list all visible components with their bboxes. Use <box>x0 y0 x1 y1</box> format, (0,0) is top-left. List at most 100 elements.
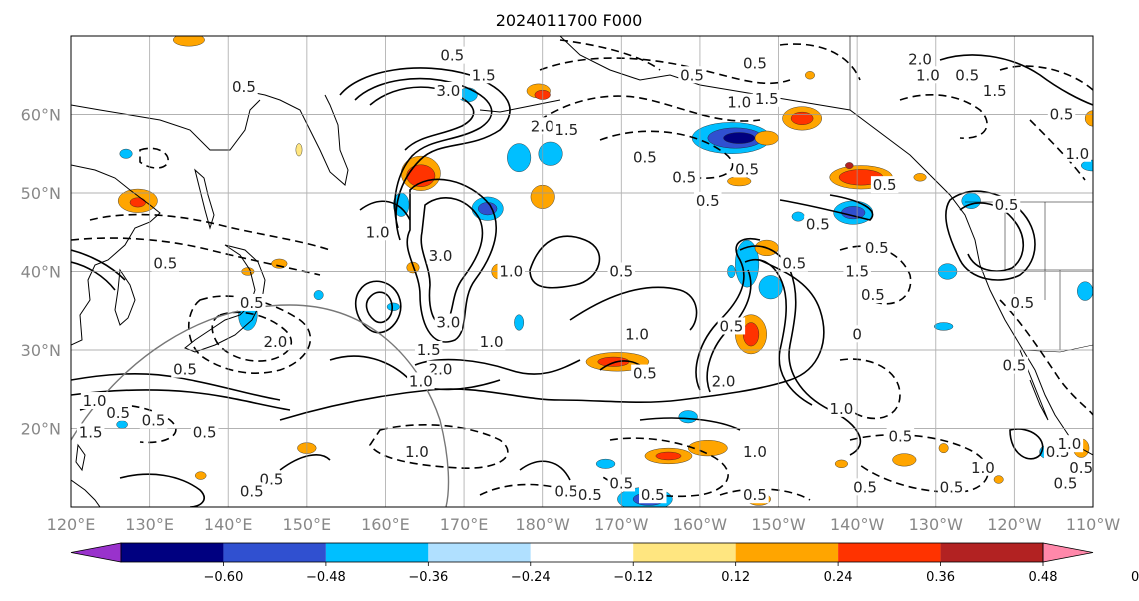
contour-label: 1.0 <box>1065 145 1089 163</box>
contour-solid <box>354 77 493 229</box>
contour-solid <box>779 194 874 221</box>
contour-dashed <box>599 130 734 179</box>
contour-label: 0.5 <box>153 255 177 273</box>
contour-label-bg <box>497 262 525 280</box>
contour-label: 1.5 <box>554 121 578 139</box>
contour-label: 0.5 <box>554 482 578 500</box>
shaded-patch <box>1077 281 1093 301</box>
contour-solid <box>71 373 281 401</box>
shaded-patch <box>313 290 324 300</box>
coastline-korea <box>114 268 136 326</box>
contour-label-bg <box>937 478 966 496</box>
shaded-patch <box>938 443 949 454</box>
contour-label: 1.0 <box>830 400 854 418</box>
contour-label-bg <box>741 54 769 72</box>
contour-label-bg <box>230 78 258 96</box>
contour-label: 0.5 <box>696 192 720 210</box>
contour-label-bg <box>678 66 706 84</box>
contour-label-bg <box>238 293 266 311</box>
contour-label-bg <box>469 66 498 84</box>
colorbar-extend-low <box>70 542 122 563</box>
contour-label: 0.5 <box>633 149 657 167</box>
colorbar-frame <box>120 542 1044 563</box>
shaded-patch <box>386 302 400 311</box>
contour-label: 0.5 <box>865 239 889 257</box>
contour-label-bg <box>851 325 863 343</box>
map-panel: 0.51.53.00.50.52.0 1.51.0 1.50.50.5 0.50.51… <box>70 35 1094 508</box>
contour-dashed <box>89 213 331 251</box>
longitude-tick-label: 180°W <box>516 515 571 534</box>
contour-label: 0.5 <box>782 255 806 273</box>
contour-dashed <box>539 57 791 85</box>
longitude-tick-label: 150°W <box>751 515 806 534</box>
colorbar-tick-label: 0.12 <box>721 570 750 585</box>
contour-label: 0.5 <box>142 412 166 430</box>
coastline-siberia <box>71 99 261 151</box>
shaded-patch <box>735 239 760 288</box>
shaded-patch <box>173 36 205 47</box>
longitude-tick-label: 170°W <box>594 515 649 534</box>
shaded-patch <box>687 440 728 457</box>
contour-solid <box>369 86 475 151</box>
contour-label: 1.5 <box>845 263 869 281</box>
contour-label-bg <box>1000 356 1029 374</box>
contour-dashed <box>211 311 293 362</box>
contour-label-bg <box>403 443 431 461</box>
contour-solid <box>354 280 402 334</box>
coastline-asia <box>71 164 161 346</box>
contour-label: 0.5 <box>1050 106 1074 124</box>
latitude-tick-label: 20°N <box>21 420 61 439</box>
contour-label: 0.5 <box>240 294 264 312</box>
shaded-patch <box>933 322 954 331</box>
contour-label: 0.5 <box>719 317 743 335</box>
contour-label-bg <box>639 486 667 504</box>
figure-title: 2024011700 F000 <box>496 11 643 30</box>
contour-label-bg <box>190 423 219 441</box>
contour-label: 3.0 <box>436 82 460 100</box>
shaded-patch <box>742 322 760 347</box>
coastline-kamchatka <box>239 89 349 186</box>
contour-label-bg <box>631 364 659 382</box>
contour-label-bg <box>261 333 290 351</box>
contour-label: 1.0 <box>405 443 429 461</box>
contour-label: 0.5 <box>861 286 885 304</box>
contour-label: 3.0 <box>429 247 453 265</box>
border-states <box>1004 202 1093 350</box>
contour-label-bg <box>104 403 132 421</box>
contour-dashed <box>71 237 321 276</box>
shaded-patch <box>805 71 815 80</box>
contour-label: 0.5 <box>735 160 759 178</box>
shaded-patch <box>129 197 146 208</box>
contour-dashed <box>369 424 509 469</box>
longitude-tick-label: 160°E <box>361 515 410 534</box>
contour-label-bg <box>1067 458 1093 476</box>
contour-solid <box>569 286 698 331</box>
map-frame <box>70 35 1094 508</box>
shaded-patch <box>845 162 854 169</box>
colorbar-bin <box>121 543 224 562</box>
latitude-tick-label: 60°N <box>21 106 61 125</box>
contour-label: 2.0 <box>712 372 736 390</box>
contour-label-bg <box>607 262 636 280</box>
contour-label-bg <box>733 160 761 178</box>
contour-label-bg <box>528 117 557 135</box>
colorbar-bin <box>530 543 634 562</box>
contour-label-bg <box>139 411 168 429</box>
contour-label-bg <box>414 341 443 358</box>
contour-label: 0.5 <box>1010 294 1034 312</box>
longitude-tick-label: 170°E <box>440 515 489 534</box>
latitude-tick-label: 50°N <box>21 184 61 203</box>
shaded-patch <box>655 451 682 461</box>
latitude-tick-label: 40°N <box>21 263 61 282</box>
contour-label: 2.0 <box>263 333 287 351</box>
contour-label-bg <box>151 254 180 272</box>
contour-solid <box>695 238 761 391</box>
contour-label: 1.0 <box>1057 435 1081 453</box>
colorbar-tick-label: −0.60 <box>204 570 244 585</box>
contour-label: 0.5 <box>440 47 464 65</box>
contour-label-bg <box>477 333 506 351</box>
contour-label-bg <box>725 93 753 111</box>
colorbar-bin <box>223 543 326 562</box>
contour-label: 0.5 <box>1002 357 1026 375</box>
contour-label: 0.5 <box>609 474 633 492</box>
